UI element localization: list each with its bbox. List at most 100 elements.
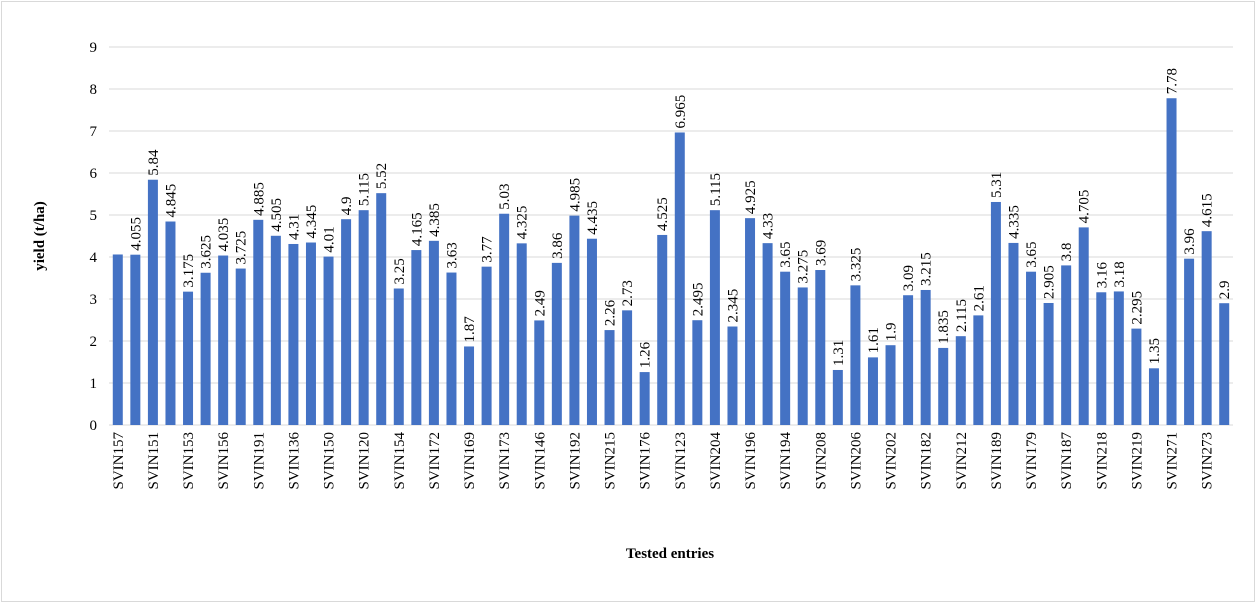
bar bbox=[815, 270, 826, 425]
bar bbox=[727, 326, 738, 425]
value-label: 3.96 bbox=[1182, 228, 1198, 255]
value-label: 4.31 bbox=[286, 214, 302, 240]
x-tick-label: SVIN206 bbox=[848, 432, 864, 490]
x-tick-label: SVIN196 bbox=[743, 432, 759, 490]
value-label: 5.115 bbox=[357, 173, 373, 206]
value-label: 4.055 bbox=[128, 217, 144, 251]
x-tick-label: SVIN273 bbox=[1200, 432, 1216, 490]
x-axis-label: Tested entries bbox=[626, 546, 714, 562]
x-tick-label: SVIN153 bbox=[181, 432, 197, 490]
value-label: 3.25 bbox=[392, 258, 408, 284]
x-tick-label: SVIN212 bbox=[954, 432, 970, 490]
value-label: 4.435 bbox=[585, 201, 601, 235]
value-label: 4.845 bbox=[163, 184, 179, 218]
bar bbox=[1043, 302, 1054, 425]
bar bbox=[832, 369, 843, 425]
bar bbox=[481, 266, 492, 425]
bar bbox=[762, 243, 773, 425]
bar bbox=[973, 315, 984, 425]
x-tick-label: SVIN202 bbox=[884, 432, 900, 490]
value-label: 2.905 bbox=[1042, 265, 1058, 299]
bar bbox=[183, 291, 194, 425]
x-tick-label: SVIN169 bbox=[462, 432, 478, 490]
value-label: 4.165 bbox=[409, 212, 425, 246]
bar bbox=[1201, 231, 1212, 425]
value-label: 2.61 bbox=[971, 285, 987, 311]
bar bbox=[1166, 98, 1177, 426]
value-label: 5.31 bbox=[989, 172, 1005, 198]
y-tick-label: 1 bbox=[90, 376, 98, 392]
value-label: 3.8 bbox=[1059, 243, 1075, 262]
x-tick-label: SVIN215 bbox=[603, 432, 619, 490]
bar bbox=[112, 254, 123, 425]
x-tick-label: SVIN189 bbox=[989, 432, 1005, 490]
bar bbox=[323, 256, 334, 425]
x-tick-label: SVIN151 bbox=[146, 432, 162, 490]
bar bbox=[499, 213, 510, 425]
bar bbox=[1061, 265, 1072, 425]
value-label: 4.885 bbox=[251, 182, 267, 216]
bar bbox=[692, 320, 703, 425]
bar bbox=[464, 346, 475, 425]
bar bbox=[604, 330, 615, 425]
bar bbox=[218, 255, 229, 425]
bar bbox=[745, 218, 756, 425]
bar bbox=[1113, 291, 1124, 425]
bar bbox=[569, 215, 580, 425]
y-tick-label: 4 bbox=[90, 250, 98, 266]
value-label: 2.73 bbox=[620, 280, 636, 306]
value-label: 4.525 bbox=[655, 197, 671, 231]
y-axis-label: yield (t/ha) bbox=[32, 201, 48, 271]
x-tick-label: SVIN176 bbox=[638, 432, 654, 490]
bar bbox=[551, 262, 562, 425]
bar bbox=[955, 336, 966, 425]
value-label: 1.35 bbox=[1147, 338, 1163, 364]
y-tick-label: 0 bbox=[90, 418, 98, 434]
x-tick-label: SVIN194 bbox=[778, 432, 794, 490]
bar bbox=[990, 201, 1001, 425]
value-label: 4.505 bbox=[269, 198, 285, 232]
value-label: 3.65 bbox=[1024, 241, 1040, 267]
value-label: 7.78 bbox=[1165, 68, 1181, 94]
value-label: 2.9 bbox=[1217, 280, 1233, 299]
x-tick-label: SVIN172 bbox=[427, 432, 443, 490]
bar bbox=[586, 238, 597, 425]
value-label: 3.275 bbox=[796, 250, 812, 284]
value-label: 4.33 bbox=[761, 213, 777, 239]
x-tick-label: SVIN123 bbox=[673, 432, 689, 490]
bar bbox=[1096, 292, 1107, 425]
x-tick-label: SVIN208 bbox=[813, 432, 829, 490]
bar bbox=[1026, 271, 1037, 425]
value-label: 4.985 bbox=[567, 178, 583, 212]
x-tick-label: SVIN136 bbox=[286, 432, 302, 490]
x-tick-label: SVIN179 bbox=[1024, 432, 1040, 490]
value-label: 3.18 bbox=[1112, 261, 1128, 287]
x-tick-label: SVIN192 bbox=[567, 432, 583, 490]
y-tick-label: 7 bbox=[90, 124, 98, 140]
value-label: 2.26 bbox=[603, 299, 619, 326]
bar bbox=[780, 271, 791, 425]
value-label: 1.835 bbox=[936, 310, 952, 344]
value-label: 2.295 bbox=[1129, 291, 1145, 325]
value-label: 2.495 bbox=[690, 282, 706, 316]
value-label: 3.725 bbox=[234, 231, 250, 265]
y-tick-label: 8 bbox=[90, 82, 98, 98]
x-tick-label: SVIN204 bbox=[708, 432, 724, 490]
value-label: 1.9 bbox=[884, 322, 900, 341]
bar bbox=[270, 235, 281, 425]
bar bbox=[867, 357, 878, 425]
y-tick-label: 6 bbox=[90, 166, 98, 182]
value-label: 3.09 bbox=[901, 265, 917, 291]
x-tick-label: SVIN154 bbox=[392, 432, 408, 490]
y-tick-label: 3 bbox=[90, 292, 98, 308]
bar bbox=[938, 347, 949, 425]
value-label: 3.175 bbox=[181, 254, 197, 288]
x-tick-label: SVIN146 bbox=[532, 432, 548, 490]
value-label: 3.77 bbox=[480, 236, 496, 263]
value-label: 1.26 bbox=[638, 341, 654, 368]
value-label: 3.625 bbox=[199, 235, 215, 269]
value-label: 4.325 bbox=[515, 206, 531, 240]
bar bbox=[1148, 368, 1159, 425]
bar bbox=[516, 243, 527, 425]
value-label: 4.615 bbox=[1200, 193, 1216, 227]
